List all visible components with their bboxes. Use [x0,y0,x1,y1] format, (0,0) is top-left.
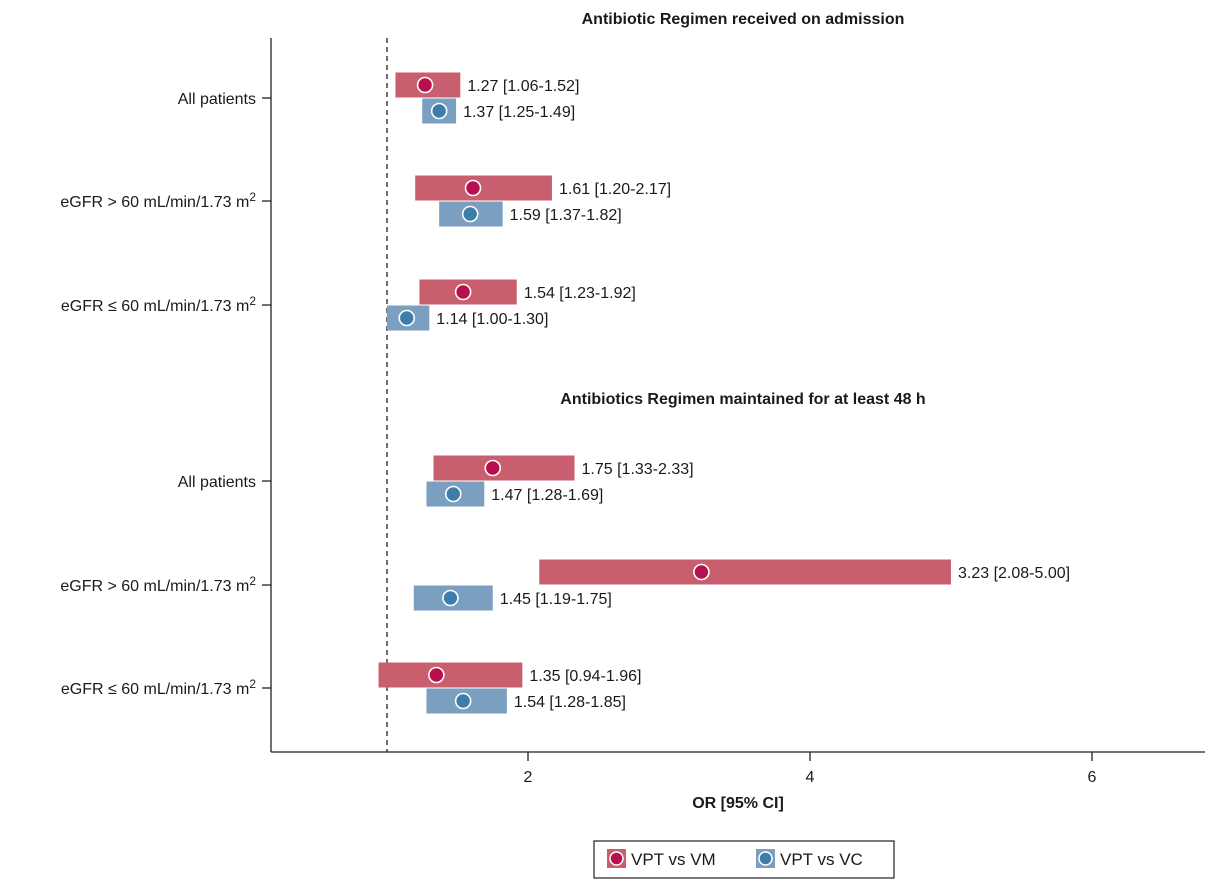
group-label-superscript: 2 [249,294,256,308]
section-titles: Antibiotic Regimen received on admission… [560,11,925,408]
ci-bar [433,455,575,481]
or-ci-label: 1.54 [1.23-1.92] [524,285,636,302]
or-ci-label: 1.14 [1.00-1.30] [436,311,548,328]
or-ci-label: 1.54 [1.28-1.85] [514,694,626,711]
ci-bar [415,175,552,201]
or-ci-label: 1.47 [1.28-1.69] [491,487,603,504]
or-ci-label: 1.59 [1.37-1.82] [510,207,622,224]
or-ci-label: 1.35 [0.94-1.96] [529,668,641,685]
or-ci-label: 1.27 [1.06-1.52] [467,78,579,95]
legend-box [593,840,895,879]
or-point [464,179,482,197]
or-ci-label: 1.61 [1.20-2.17] [559,181,671,198]
group-label: eGFR > 60 mL/min/1.73 m2 [60,574,256,595]
group-label-superscript: 2 [249,574,256,588]
group-label-superscript: 2 [249,190,256,204]
or-ci-label: 1.45 [1.19-1.75] [500,591,612,608]
section-title: Antibiotic Regimen received on admission [582,11,905,28]
x-tick-label: 4 [806,769,815,786]
group-label: eGFR > 60 mL/min/1.73 m2 [60,190,256,211]
group-label: All patients [178,91,256,108]
or-point [430,102,448,120]
legend: VPT vs VM VPT vs VC [593,840,895,879]
ci-bar [378,662,523,688]
or-ci-label: 3.23 [2.08-5.00] [958,565,1070,582]
group-label-superscript: 2 [249,677,256,691]
legend-label: VPT vs VM [631,850,716,869]
legend-marker [758,851,773,866]
or-ci-label: 1.75 [1.33-2.33] [582,461,694,478]
or-point [398,309,416,327]
group-label: All patients [178,474,256,491]
or-point [454,692,472,710]
x-tick-label: 6 [1088,769,1097,786]
or-point [444,485,462,503]
legend-label: VPT vs VC [780,850,863,869]
or-point [428,666,445,684]
section-title: Antibiotics Regimen maintained for at le… [560,391,925,408]
or-point [454,283,472,301]
x-tick-label: 2 [524,769,533,786]
or-point [461,205,479,223]
or-point [693,563,710,581]
group-labels: All patients eGFR > 60 mL/min/1.73 m2 eGFR… [60,91,271,698]
or-ci-label: 1.37 [1.25-1.49] [463,104,575,121]
chart-marks: 1.27 [1.06-1.52] 1.37 [1.25-1.49] 1.61 [1.… [378,72,1070,714]
ci-bar [539,559,951,585]
or-point [484,459,502,477]
x-axis-title: OR [95% CI] [692,795,784,812]
or-point [442,589,459,607]
group-label: eGFR ≤ 60 mL/min/1.73 m2 [61,294,256,315]
group-label: eGFR ≤ 60 mL/min/1.73 m2 [61,677,256,698]
legend-marker [609,851,624,866]
or-point [416,76,434,94]
axes: 2 4 6 OR [95% CI] [270,38,1205,812]
